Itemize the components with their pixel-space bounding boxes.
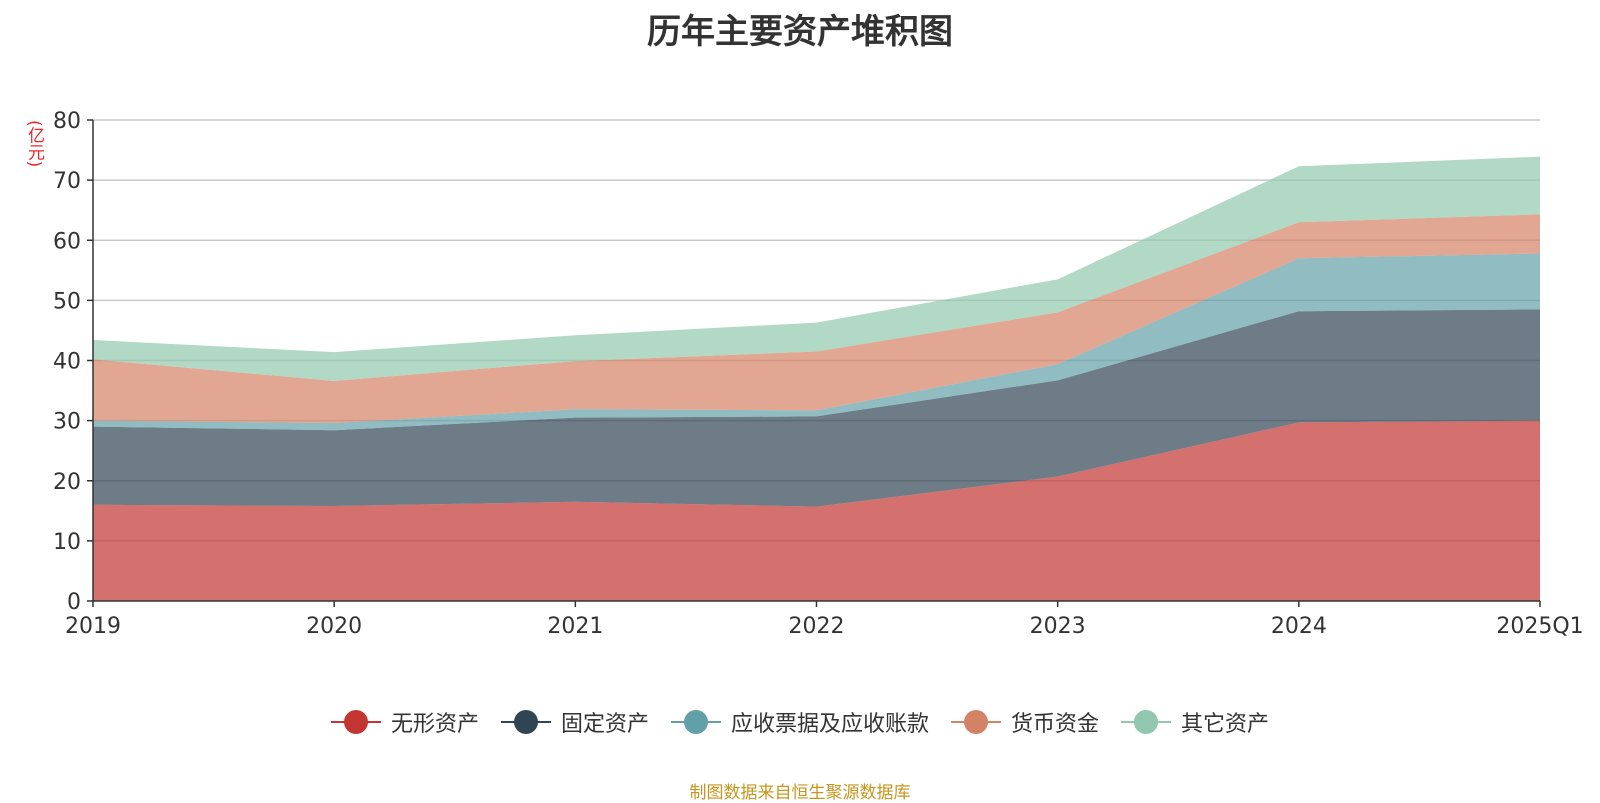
y-tick-label: 70 [53,169,81,194]
y-tick-label: 80 [53,109,81,134]
legend-label: 固定资产 [560,712,649,737]
legend: 无形资产 固定资产 应收票据及应收账款 货币资金 其它资产 [0,706,1600,738]
stacked-areas [93,156,1540,601]
x-tick-label: 2020 [306,614,362,639]
y-tick-label: 50 [53,289,81,314]
legend-label: 货币资金 [1011,712,1100,737]
y-tick-label: 40 [53,350,81,375]
x-tick-label: 2021 [547,614,603,639]
legend-item-1[interactable]: 无形资产 [330,706,479,738]
legend-swatch [500,709,551,735]
y-axis-unit-label: (亿元) [24,120,44,168]
x-tick-label: 2019 [65,614,121,639]
legend-item-5[interactable]: 其它资产 [1121,706,1269,738]
area-series-2 [93,309,1540,507]
legend-label: 其它资产 [1181,712,1270,737]
area-series-4 [93,214,1540,424]
legend-swatch [1121,709,1172,735]
legend-item-3[interactable]: 应收票据及应收账款 [670,706,929,738]
x-tick-label: 2022 [789,614,845,639]
source-note: 制图数据来自恒生聚源数据库 [689,783,911,803]
y-tick-label: 30 [53,410,81,435]
area-series-5 [93,156,1540,381]
axes: 0 10 20 30 40 50 60 70 80 2019 2020 2021 2022 2023 202… [53,109,1584,639]
x-tick-label: 2023 [1030,614,1086,639]
legend-item-2[interactable]: 固定资产 [500,706,649,738]
x-tick-label: 2025Q1 [1496,614,1583,639]
y-tick-label: 20 [53,470,81,495]
y-tick-label: 0 [67,590,81,615]
area-series-3 [93,253,1540,431]
legend-swatch [330,709,381,735]
legend-swatch [670,709,721,735]
legend-swatch [951,709,1001,735]
x-tick-label: 2024 [1271,614,1327,639]
legend-item-4[interactable]: 货币资金 [951,706,1099,738]
area-series-1 [93,420,1540,601]
chart-title: 历年主要资产堆积图 [647,12,953,52]
y-tick-label: 10 [53,530,81,555]
legend-label: 应收票据及应收账款 [730,712,929,737]
legend-label: 无形资产 [390,712,479,737]
y-tick-label: 60 [53,229,81,254]
